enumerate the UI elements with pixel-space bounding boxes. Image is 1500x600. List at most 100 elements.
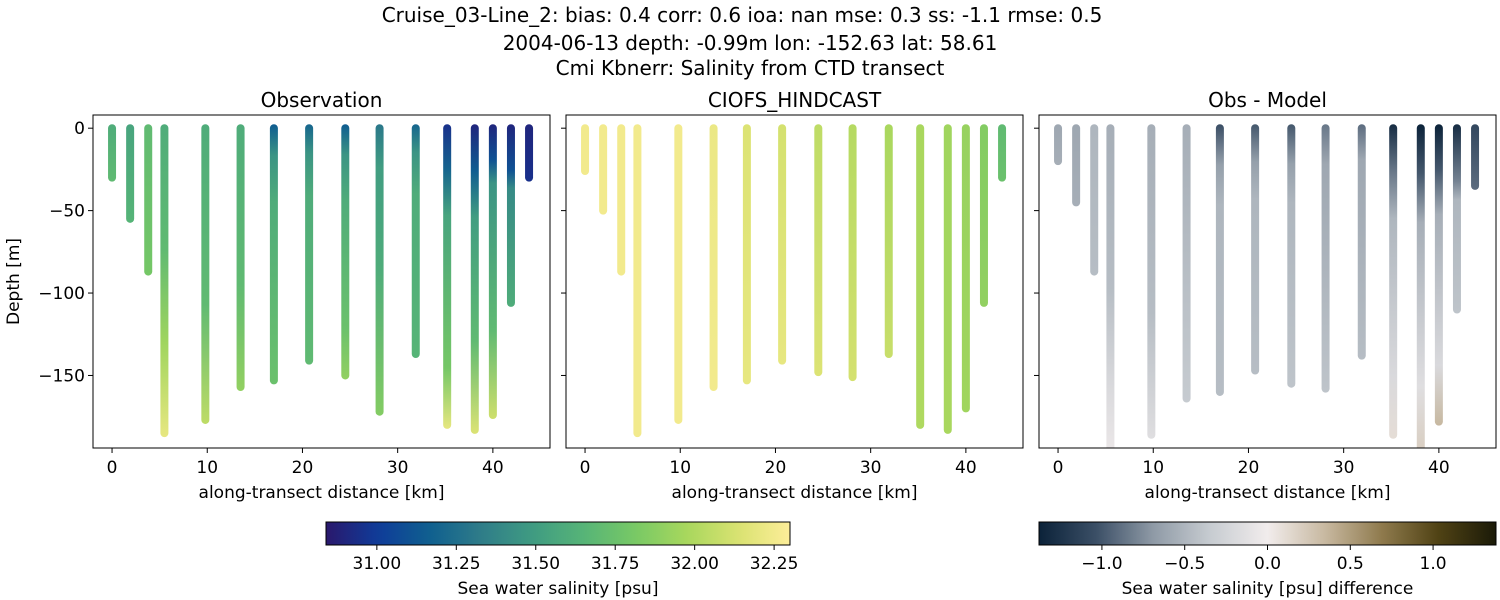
profile-6 [236, 124, 245, 392]
profile-10 [1321, 124, 1330, 393]
profile-9 [341, 124, 350, 380]
profile-16 [525, 124, 534, 182]
colorbar-gradient [325, 521, 791, 546]
colorbar-tick-label: 32.00 [670, 554, 719, 574]
colorbar-tick-label: 31.25 [432, 554, 481, 574]
x-axis-label: along-transect distance [km] [672, 483, 918, 503]
x-tick-label: 10 [196, 458, 218, 478]
profile-5 [201, 124, 210, 424]
profile-2 [1072, 124, 1081, 207]
profile-1 [581, 124, 590, 176]
profile-8 [1251, 124, 1260, 375]
colorbar-tick-label: 31.75 [591, 554, 640, 574]
plot-frame [92, 114, 551, 449]
profile-points [1054, 124, 1480, 448]
x-tick-label: 40 [482, 458, 504, 478]
profile-12 [1389, 124, 1398, 439]
x-tick-label: 30 [387, 458, 409, 478]
colorbar-1: 31.00 31.25 31.50 31.75 32.00 32.25 Sea water … [325, 521, 799, 599]
profile-8 [778, 124, 787, 365]
x-tick-label: 30 [860, 458, 882, 478]
x-tick-label: 20 [765, 458, 787, 478]
x-tick-label: 20 [292, 458, 314, 478]
profile-11 [411, 124, 420, 359]
profile-1 [1054, 124, 1063, 166]
profile-3 [617, 124, 626, 276]
colorbar-tick-label: 31.00 [353, 554, 402, 574]
profile-7 [1215, 124, 1224, 396]
x-tick-label: 10 [1142, 458, 1164, 478]
x-tick-label: 0 [580, 458, 591, 478]
colorbar-label: Sea water salinity [psu] difference [1122, 579, 1414, 599]
profile-13 [943, 124, 952, 434]
profile-7 [269, 124, 278, 385]
profile-15 [1452, 124, 1461, 314]
profile-3 [1090, 124, 1099, 276]
plot-frame [565, 114, 1024, 449]
colorbar-tick-label: 0.0 [1254, 554, 1281, 574]
profile-points [581, 124, 1007, 438]
profile-9 [814, 124, 823, 377]
figure-title-line-2: 2004-06-13 depth: -0.99m lon: -152.63 la… [503, 31, 998, 55]
profile-6 [709, 124, 718, 392]
colorbar-tick-label: 32.25 [750, 554, 799, 574]
profile-3 [144, 124, 153, 276]
panel-2: 0 10 20 30 40 CIOFS_HINDCAST along-transect di… [561, 88, 1024, 503]
profile-15 [506, 124, 515, 307]
x-tick-label: 40 [955, 458, 977, 478]
panel-1: 0 10 20 30 40 0 −50 −100 −150 Observation along-tr… [4, 88, 551, 503]
x-axis-label: along-transect distance [km] [1145, 483, 1391, 503]
profile-14 [1434, 124, 1443, 426]
profile-12 [443, 124, 452, 429]
x-tick-label: 0 [107, 458, 118, 478]
y-tick-label: −150 [38, 366, 85, 386]
profile-14 [488, 124, 497, 420]
profile-10 [848, 124, 857, 382]
x-tick-label: 30 [1333, 458, 1355, 478]
y-tick-label: −50 [49, 202, 85, 222]
profile-16 [998, 124, 1007, 182]
profile-11 [1357, 124, 1366, 360]
profile-4 [1106, 124, 1115, 448]
figure-title-line-1: Cruise_03-Line_2: bias: 0.4 corr: 0.6 io… [382, 3, 1103, 27]
profile-1 [108, 124, 117, 182]
y-tick-label: −100 [38, 284, 85, 304]
x-axis-label: along-transect distance [km] [199, 483, 445, 503]
panel-title: Observation [261, 88, 383, 112]
profile-2 [599, 124, 608, 215]
profile-10 [375, 124, 384, 416]
colorbar-tick-label: −0.5 [1164, 554, 1205, 574]
profile-9 [1287, 124, 1296, 388]
profile-13 [470, 124, 479, 434]
colorbar-tick-label: 31.50 [511, 554, 560, 574]
y-tick-label: 0 [74, 119, 85, 139]
profile-16 [1471, 124, 1480, 190]
x-tick-label: 40 [1428, 458, 1450, 478]
profile-points [108, 124, 534, 438]
profile-4 [633, 124, 642, 438]
profile-5 [674, 124, 683, 424]
colorbar-label: Sea water salinity [psu] [458, 579, 659, 599]
x-tick-label: 10 [669, 458, 691, 478]
x-tick-label: 0 [1053, 458, 1064, 478]
profile-6 [1182, 124, 1191, 403]
plot-frame [1038, 114, 1497, 449]
x-tick-label: 20 [1238, 458, 1260, 478]
profile-15 [979, 124, 988, 307]
profile-12 [916, 124, 925, 429]
colorbar-2: −1.0 −0.5 0.0 0.5 1.0 Sea water salinity [psu… [1038, 521, 1497, 599]
figure-title-line-3: Cmi Kbnerr: Salinity from CTD transect [556, 56, 945, 80]
panel-title: Obs - Model [1208, 88, 1327, 112]
profile-8 [305, 124, 314, 365]
colorbar-tick-label: 0.5 [1337, 554, 1364, 574]
panel-title: CIOFS_HINDCAST [708, 88, 882, 112]
profile-13 [1416, 124, 1425, 448]
profile-14 [961, 124, 970, 413]
profile-5 [1147, 124, 1156, 439]
colorbar-tick-label: −1.0 [1081, 554, 1122, 574]
profile-2 [126, 124, 135, 223]
profile-4 [160, 124, 169, 438]
colorbar-gradient [1038, 521, 1497, 546]
